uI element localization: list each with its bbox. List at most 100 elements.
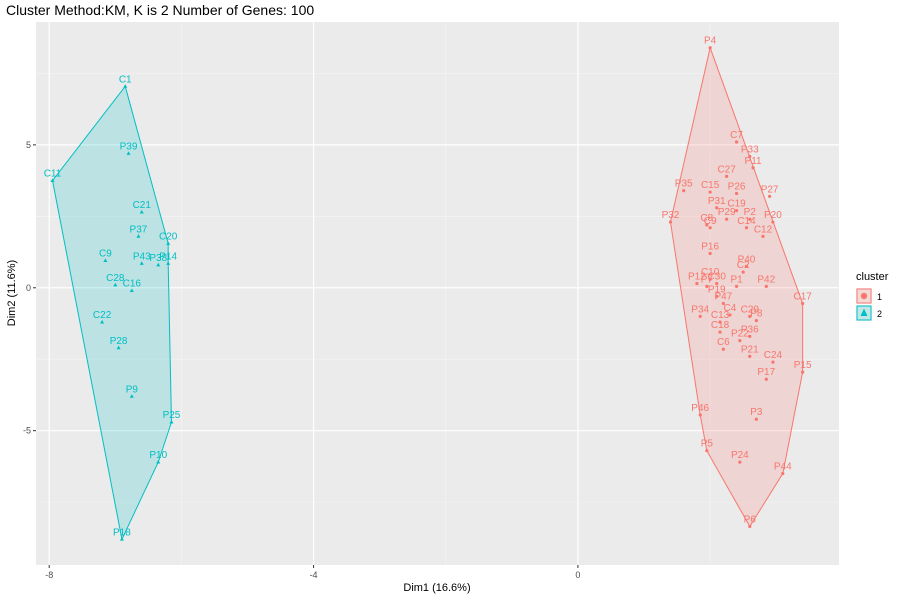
point-label: P11 <box>745 156 762 167</box>
cluster-1-point <box>725 217 729 221</box>
point-label: P6 <box>744 514 757 525</box>
cluster-1-point <box>708 277 712 281</box>
point-label: C24 <box>764 350 783 361</box>
cluster-1-point <box>744 226 749 230</box>
point-label: P20 <box>764 210 782 221</box>
cluster-2-point <box>169 419 174 424</box>
legend-item-2: 2 <box>856 305 882 321</box>
point-label: P7 <box>701 274 714 285</box>
point-label: P29 <box>718 207 736 218</box>
cluster-1-point <box>705 284 709 288</box>
point-label: P35 <box>675 179 693 190</box>
point-label: C14 <box>737 216 756 227</box>
legend-item-1: 1 <box>856 288 882 304</box>
point-label: P38 <box>149 253 167 264</box>
cluster-1-point <box>715 206 719 210</box>
point-label: P27 <box>761 184 779 195</box>
point-label: C10 <box>701 267 720 278</box>
x-tick-label: -4 <box>310 570 318 580</box>
point-label: P17 <box>757 367 775 378</box>
cluster-1-point <box>708 251 712 256</box>
cluster-1-point <box>708 190 712 194</box>
point-label: P25 <box>163 410 181 421</box>
cluster-1-point <box>705 449 709 453</box>
cluster-1-point <box>698 314 702 318</box>
point-label: P28 <box>110 336 128 347</box>
point-label: P4 <box>704 36 717 47</box>
cluster-1-point <box>698 413 702 417</box>
cluster-1-point <box>754 319 758 323</box>
cluster-1-point <box>741 270 745 274</box>
point-label: P16 <box>701 241 719 252</box>
cluster-1-point <box>728 313 732 317</box>
point-label: P43 <box>133 251 151 262</box>
point-label: C21 <box>133 200 152 211</box>
cluster-2-point <box>129 394 134 398</box>
cluster-1-point <box>668 220 673 224</box>
point-label: P42 <box>757 274 775 285</box>
plot-panel <box>36 22 839 565</box>
legend-circle-icon <box>860 292 868 300</box>
point-label: P40 <box>738 254 756 265</box>
point-label: P46 <box>691 403 709 414</box>
cluster-1-point <box>764 284 768 288</box>
cluster-1-point <box>682 189 686 193</box>
cluster-2-point <box>50 178 55 183</box>
cluster-2-point <box>103 258 108 263</box>
x-axis-label: Dim1 (16.6%) <box>403 582 470 594</box>
cluster-2-point <box>119 537 124 541</box>
cluster-1-point <box>748 334 752 338</box>
cluster-1-point <box>751 166 755 170</box>
cluster-1-point <box>734 284 739 288</box>
point-label: P22 <box>731 329 749 340</box>
point-label: P26 <box>728 181 746 192</box>
point-label: C22 <box>93 310 112 321</box>
cluster-2-hull <box>51 85 172 541</box>
point-label: P12 <box>688 271 706 282</box>
legend-title: cluster <box>856 271 889 283</box>
cluster-2-point <box>136 234 141 238</box>
x-tick-label: -8 <box>45 570 53 580</box>
point-label: C8 <box>700 213 713 224</box>
cluster-1-point <box>718 320 722 324</box>
point-label: C15 <box>701 180 720 191</box>
point-label: P3 <box>750 407 763 418</box>
point-label: P1 <box>730 274 743 285</box>
cluster-1-point <box>721 301 725 306</box>
point-label: C1 <box>119 74 132 85</box>
cluster-2-point <box>113 282 118 287</box>
cluster-1-point <box>708 46 712 50</box>
cluster-2-point <box>166 261 171 265</box>
cluster-1-point <box>771 220 775 224</box>
cluster-1-point <box>768 194 772 198</box>
cluster-1-point <box>738 460 742 464</box>
x-tick-label: 0 <box>575 570 580 580</box>
point-label: C6 <box>717 337 730 348</box>
cluster-2-point <box>166 241 171 245</box>
point-label: C16 <box>123 279 142 290</box>
cluster-points <box>50 46 805 541</box>
point-label: P39 <box>120 141 138 152</box>
point-label: C9 <box>99 249 112 260</box>
point-label: P15 <box>794 360 812 371</box>
point-label: C7 <box>730 130 743 141</box>
cluster-1-point <box>754 417 758 421</box>
point-label: C29 <box>741 304 760 315</box>
cluster-1-point <box>748 524 752 529</box>
legend-item-label: 2 <box>877 309 882 319</box>
cluster-2-point <box>139 261 144 265</box>
point-label: C27 <box>717 164 736 175</box>
cluster-1-point <box>801 370 805 374</box>
major-gridlines <box>36 22 839 565</box>
cluster-1-point <box>781 471 785 476</box>
cluster-2-point <box>156 262 161 267</box>
cluster-1-point <box>708 226 712 230</box>
cluster-1-point <box>734 209 739 213</box>
cluster-1-point <box>738 339 742 343</box>
y-axis-label: Dim2 (11.6%) <box>6 260 18 326</box>
cluster-2-point <box>116 345 121 350</box>
cluster-1-point <box>715 294 719 298</box>
point-label: C17 <box>793 292 812 303</box>
